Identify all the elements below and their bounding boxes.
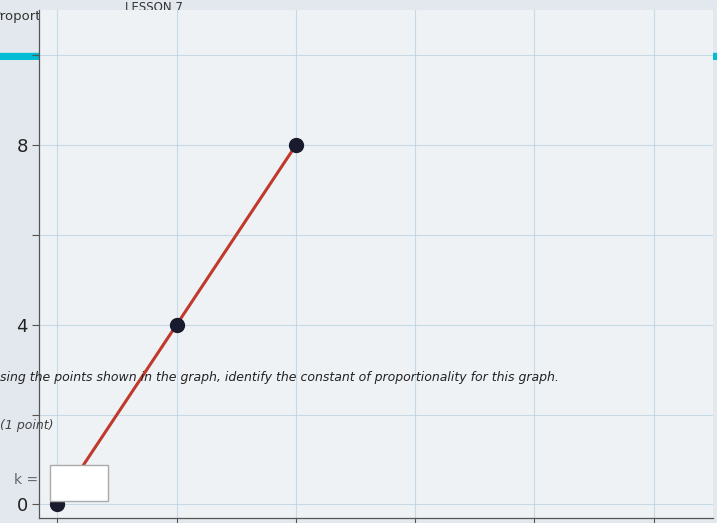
Text: (1 point): (1 point) [0,419,54,433]
Text: k =: k = [14,473,43,487]
Point [290,141,302,150]
Text: Proportions: Proportions [0,10,69,24]
Point [171,321,182,329]
Text: LESSON 7: LESSON 7 [125,1,184,14]
Text: Graphs of Proportional Relationships: Graphs of Proportional Relationships [125,21,393,37]
Text: sing the points shown in the graph, identify the constant of proportionality for: sing the points shown in the graph, iden… [0,371,559,384]
FancyBboxPatch shape [50,465,108,502]
Text: >: > [97,10,108,24]
Point [52,500,63,508]
